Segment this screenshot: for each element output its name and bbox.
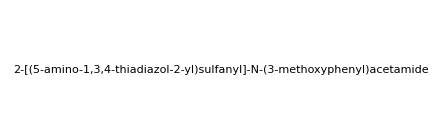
Text: 2-[(5-amino-1,3,4-thiadiazol-2-yl)sulfanyl]-N-(3-methoxyphenyl)acetamide: 2-[(5-amino-1,3,4-thiadiazol-2-yl)sulfan… [13, 65, 429, 75]
